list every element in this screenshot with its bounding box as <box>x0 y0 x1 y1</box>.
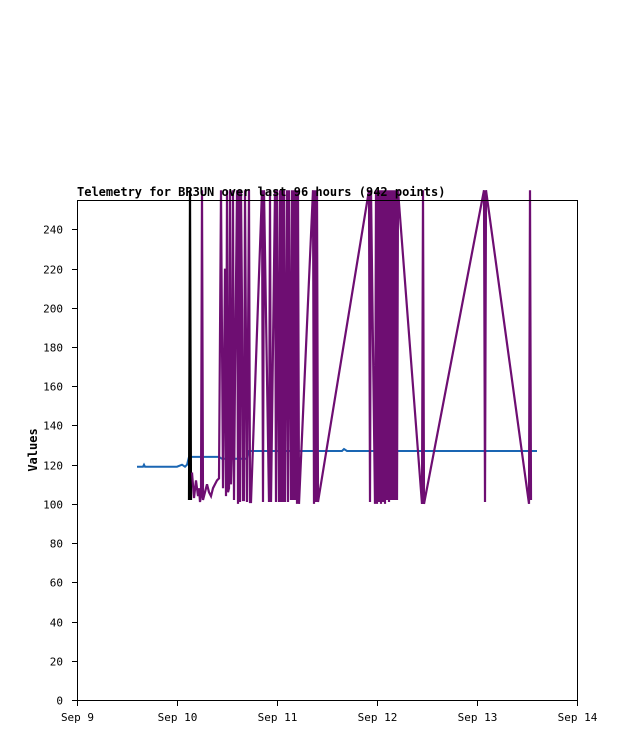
series-line-3 <box>190 189 533 505</box>
series-layer <box>137 189 537 505</box>
x-tick-label: Sep 11 <box>258 711 298 724</box>
y-tick-label: 180 <box>43 342 63 355</box>
plot-frame <box>77 200 578 701</box>
y-tick-label: 120 <box>43 460 63 473</box>
y-axis-label: Values <box>26 428 40 471</box>
x-axis: Sep 9 Sep 10 Sep 11 Sep 12 Sep 13 Sep 14 <box>61 700 598 724</box>
y-tick-label: 60 <box>50 577 63 590</box>
y-tick-label: 20 <box>50 656 63 669</box>
x-tick-label: Sep 12 <box>358 711 398 724</box>
y-tick-label: 220 <box>43 264 63 277</box>
y-axis: 0 20 40 60 80 100 120 140 160 180 200 220 240 <box>43 224 77 708</box>
series-line-1 <box>137 447 537 468</box>
y-tick-label: 0 <box>56 695 63 708</box>
x-tick-label: Sep 10 <box>158 711 198 724</box>
chart-title: Telemetry for BR3UN over last 96 hours (… <box>77 185 445 199</box>
y-tick-label: 100 <box>43 499 63 512</box>
y-tick-label: 200 <box>43 303 63 316</box>
x-tick-label: Sep 13 <box>458 711 498 724</box>
y-tick-label: 240 <box>43 224 63 237</box>
series-line-2 <box>187 190 193 501</box>
y-tick-label: 160 <box>43 381 63 394</box>
y-tick-label: 40 <box>50 617 63 630</box>
x-tick-label: Sep 9 <box>61 711 94 724</box>
x-tick-label: Sep 14 <box>558 711 598 724</box>
y-tick-label: 80 <box>50 538 63 551</box>
y-tick-label: 140 <box>43 420 63 433</box>
